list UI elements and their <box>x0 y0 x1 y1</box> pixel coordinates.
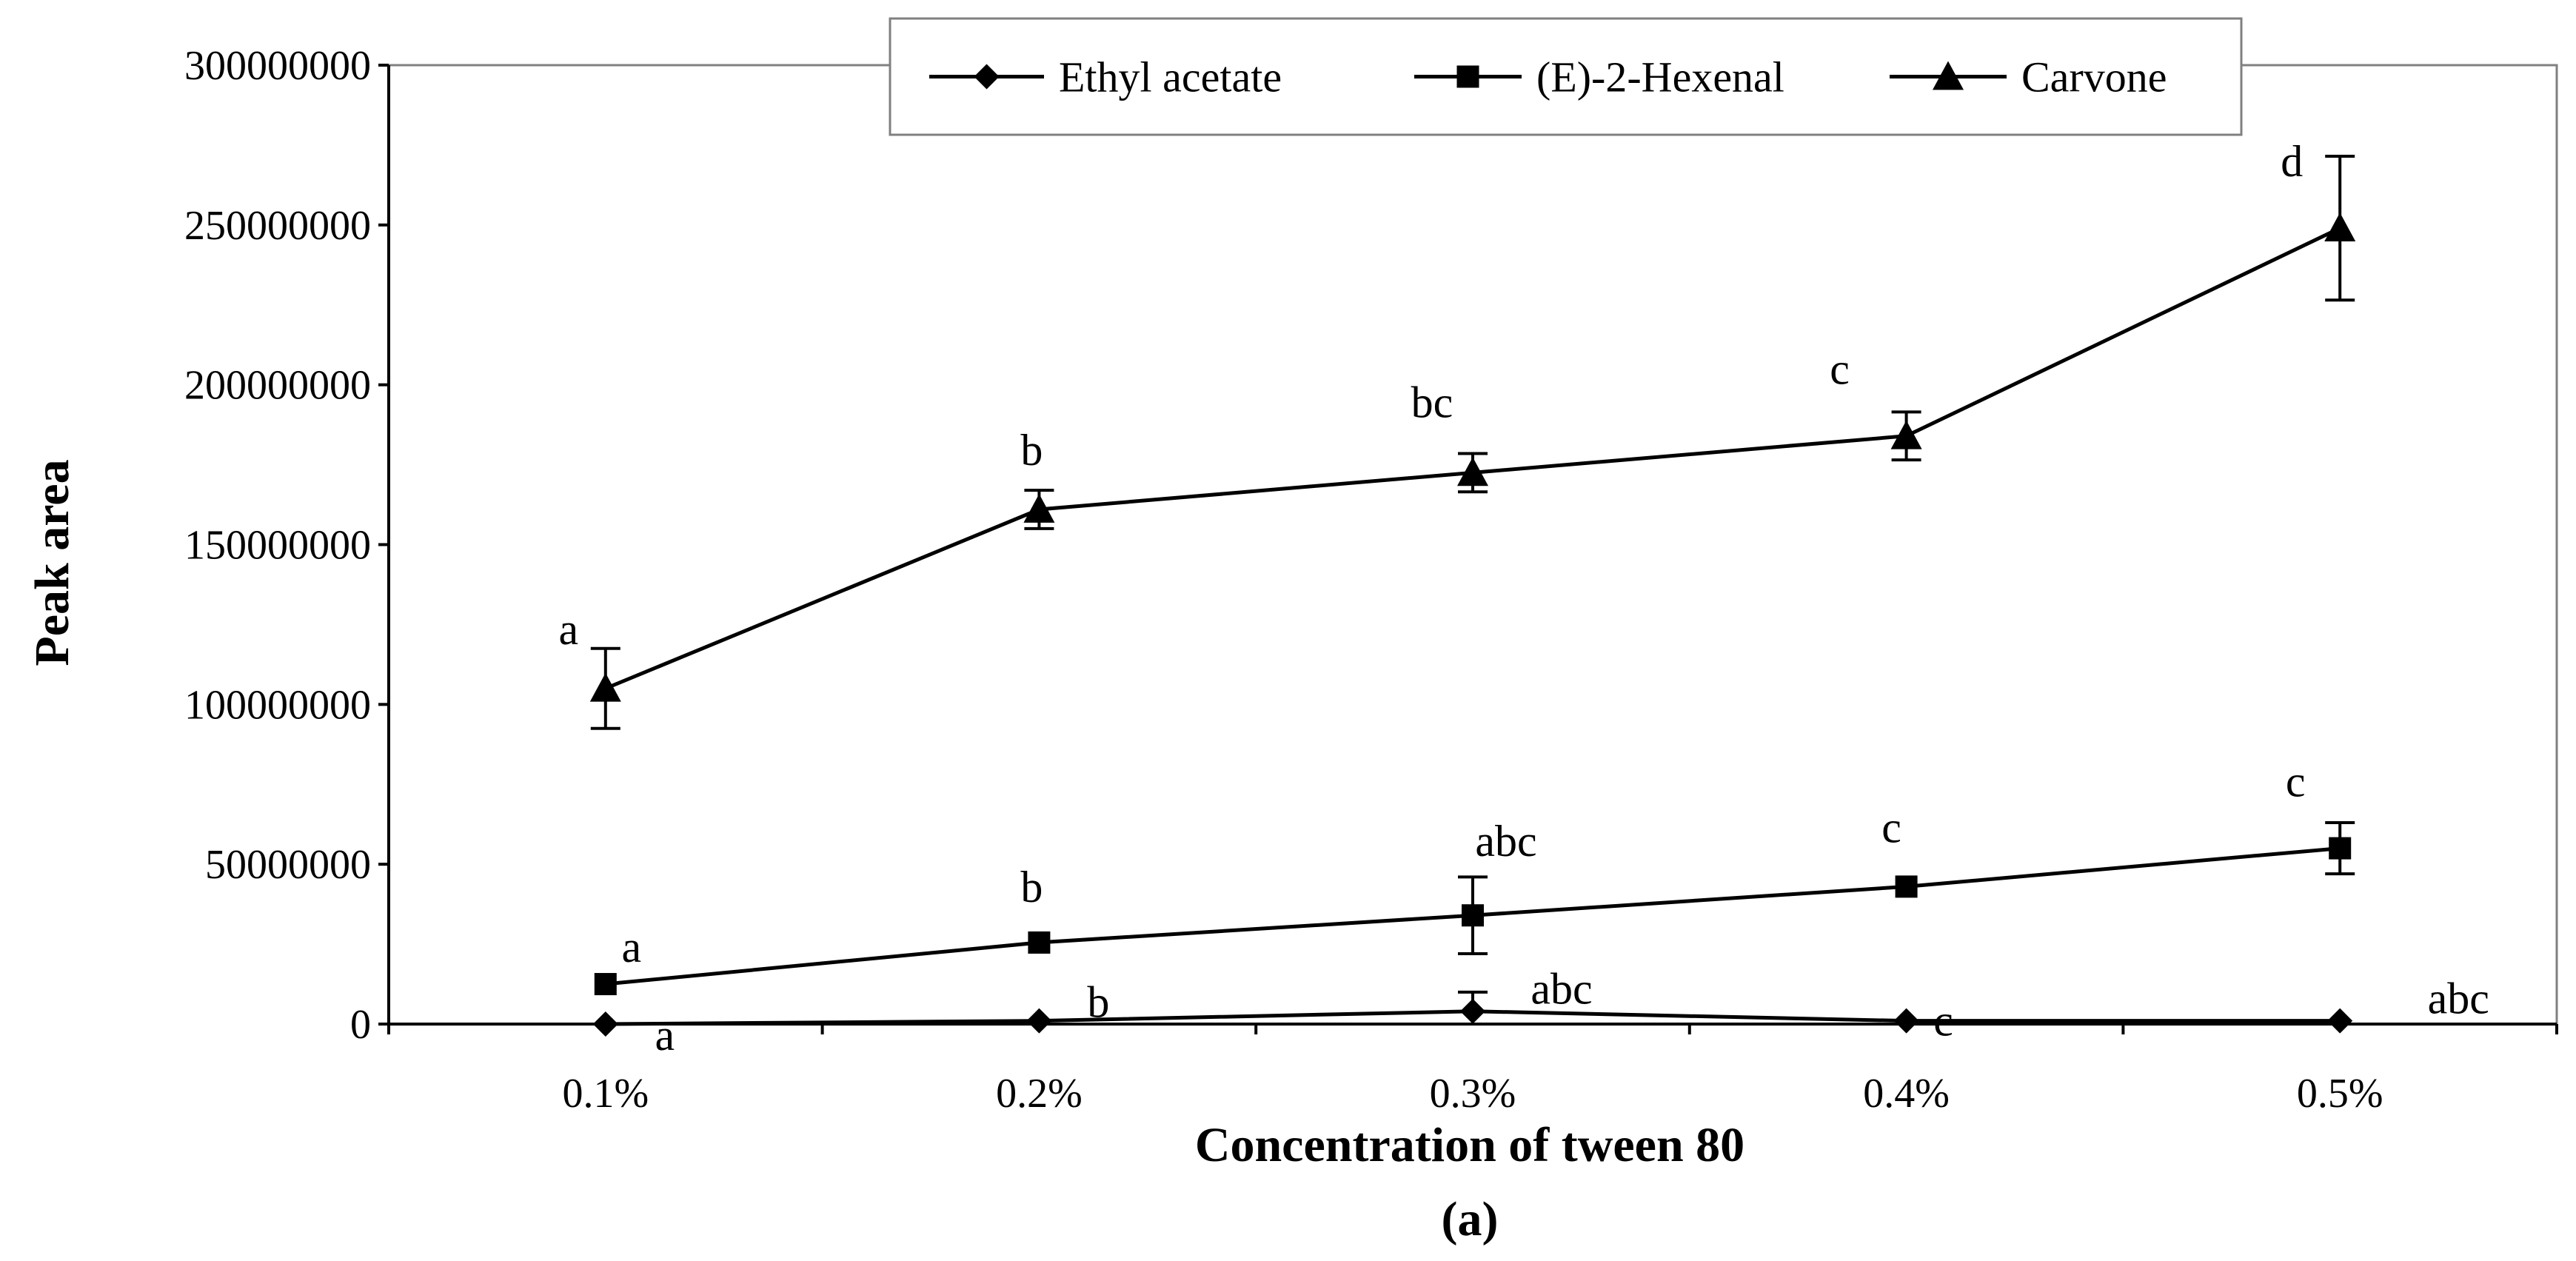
data-point <box>594 973 617 996</box>
data-point <box>1893 1008 1919 1034</box>
legend-marker <box>1933 61 1964 90</box>
x-axis-title: Concentration of tween 80 <box>1195 1118 1744 1172</box>
y-tick-label: 300000000 <box>184 43 371 89</box>
series-square: a b abc c c <box>594 757 2355 996</box>
series-diamond: a b abc c abc <box>592 965 2489 1060</box>
series-triangle: a b bc c d <box>558 137 2356 730</box>
legend-label: (E)-2-Hexenal <box>1536 53 1784 101</box>
significance-label: c <box>2286 757 2306 806</box>
legend-item: Ethyl acetate <box>929 53 1282 101</box>
data-point <box>2324 213 2356 241</box>
significance-label: bc <box>1411 378 1453 427</box>
data-point <box>1023 494 1055 523</box>
data-point <box>2327 1008 2353 1034</box>
y-tick-label: 200000000 <box>184 363 371 409</box>
x-tick-label: 0.1% <box>562 1071 649 1117</box>
y-tick-label: 100000000 <box>184 682 371 728</box>
significance-label: a <box>655 1011 675 1060</box>
significance-label: b <box>1020 863 1043 912</box>
x-tick-label: 0.2% <box>996 1071 1083 1117</box>
significance-label: a <box>621 923 641 971</box>
x-tick-label: 0.5% <box>2297 1071 2383 1117</box>
significance-label: c <box>1933 997 1953 1046</box>
chart-subtitle: (a) <box>1442 1192 1499 1246</box>
significance-label: abc <box>2428 974 2489 1023</box>
data-point <box>1028 931 1051 954</box>
significance-label: c <box>1881 803 1901 852</box>
legend: Ethyl acetate (E)-2-Hexenal Carvone <box>889 17 2243 136</box>
legend-label: Ethyl acetate <box>1059 53 1282 101</box>
data-point <box>1460 998 1485 1024</box>
x-tick-label: 0.4% <box>1863 1071 1950 1117</box>
data-point <box>1457 457 1488 486</box>
data-point <box>1026 1008 1052 1034</box>
data-point <box>1462 904 1484 927</box>
legend-item: Carvone <box>1890 53 2167 101</box>
series-layer: a b abc c abc a b abc c c a b bc c d <box>558 137 2489 1060</box>
data-point <box>1890 420 1922 449</box>
x-axis: 0.1% 0.2% 0.3% 0.4% 0.5% <box>387 1024 2558 1117</box>
y-tick-label: 250000000 <box>184 203 371 249</box>
x-tick-label: 0.3% <box>1430 1071 1516 1117</box>
significance-label: abc <box>1475 817 1536 866</box>
significance-label: a <box>558 605 578 654</box>
data-point <box>2329 837 2352 860</box>
y-tick-label: 0 <box>350 1002 371 1048</box>
significance-label: b <box>1087 978 1109 1027</box>
legend-marker <box>1456 65 1479 88</box>
significance-label: b <box>1020 426 1043 475</box>
legend-label: Carvone <box>2021 53 2167 101</box>
data-point <box>592 1011 618 1037</box>
significance-label: c <box>1830 345 1850 394</box>
legend-item: (E)-2-Hexenal <box>1414 53 1784 101</box>
y-axis: 0 50000000 100000000 150000000 200000000 2500… <box>184 43 389 1048</box>
data-point <box>1895 875 1918 898</box>
y-tick-label: 50000000 <box>205 842 371 888</box>
data-point <box>589 672 621 702</box>
legend-box <box>889 17 2243 136</box>
y-tick-label: 150000000 <box>184 523 371 569</box>
significance-label: d <box>2281 137 2303 186</box>
significance-label: abc <box>1530 965 1592 1014</box>
y-axis-title: Peak area <box>25 459 79 666</box>
legend-marker <box>974 64 1000 90</box>
